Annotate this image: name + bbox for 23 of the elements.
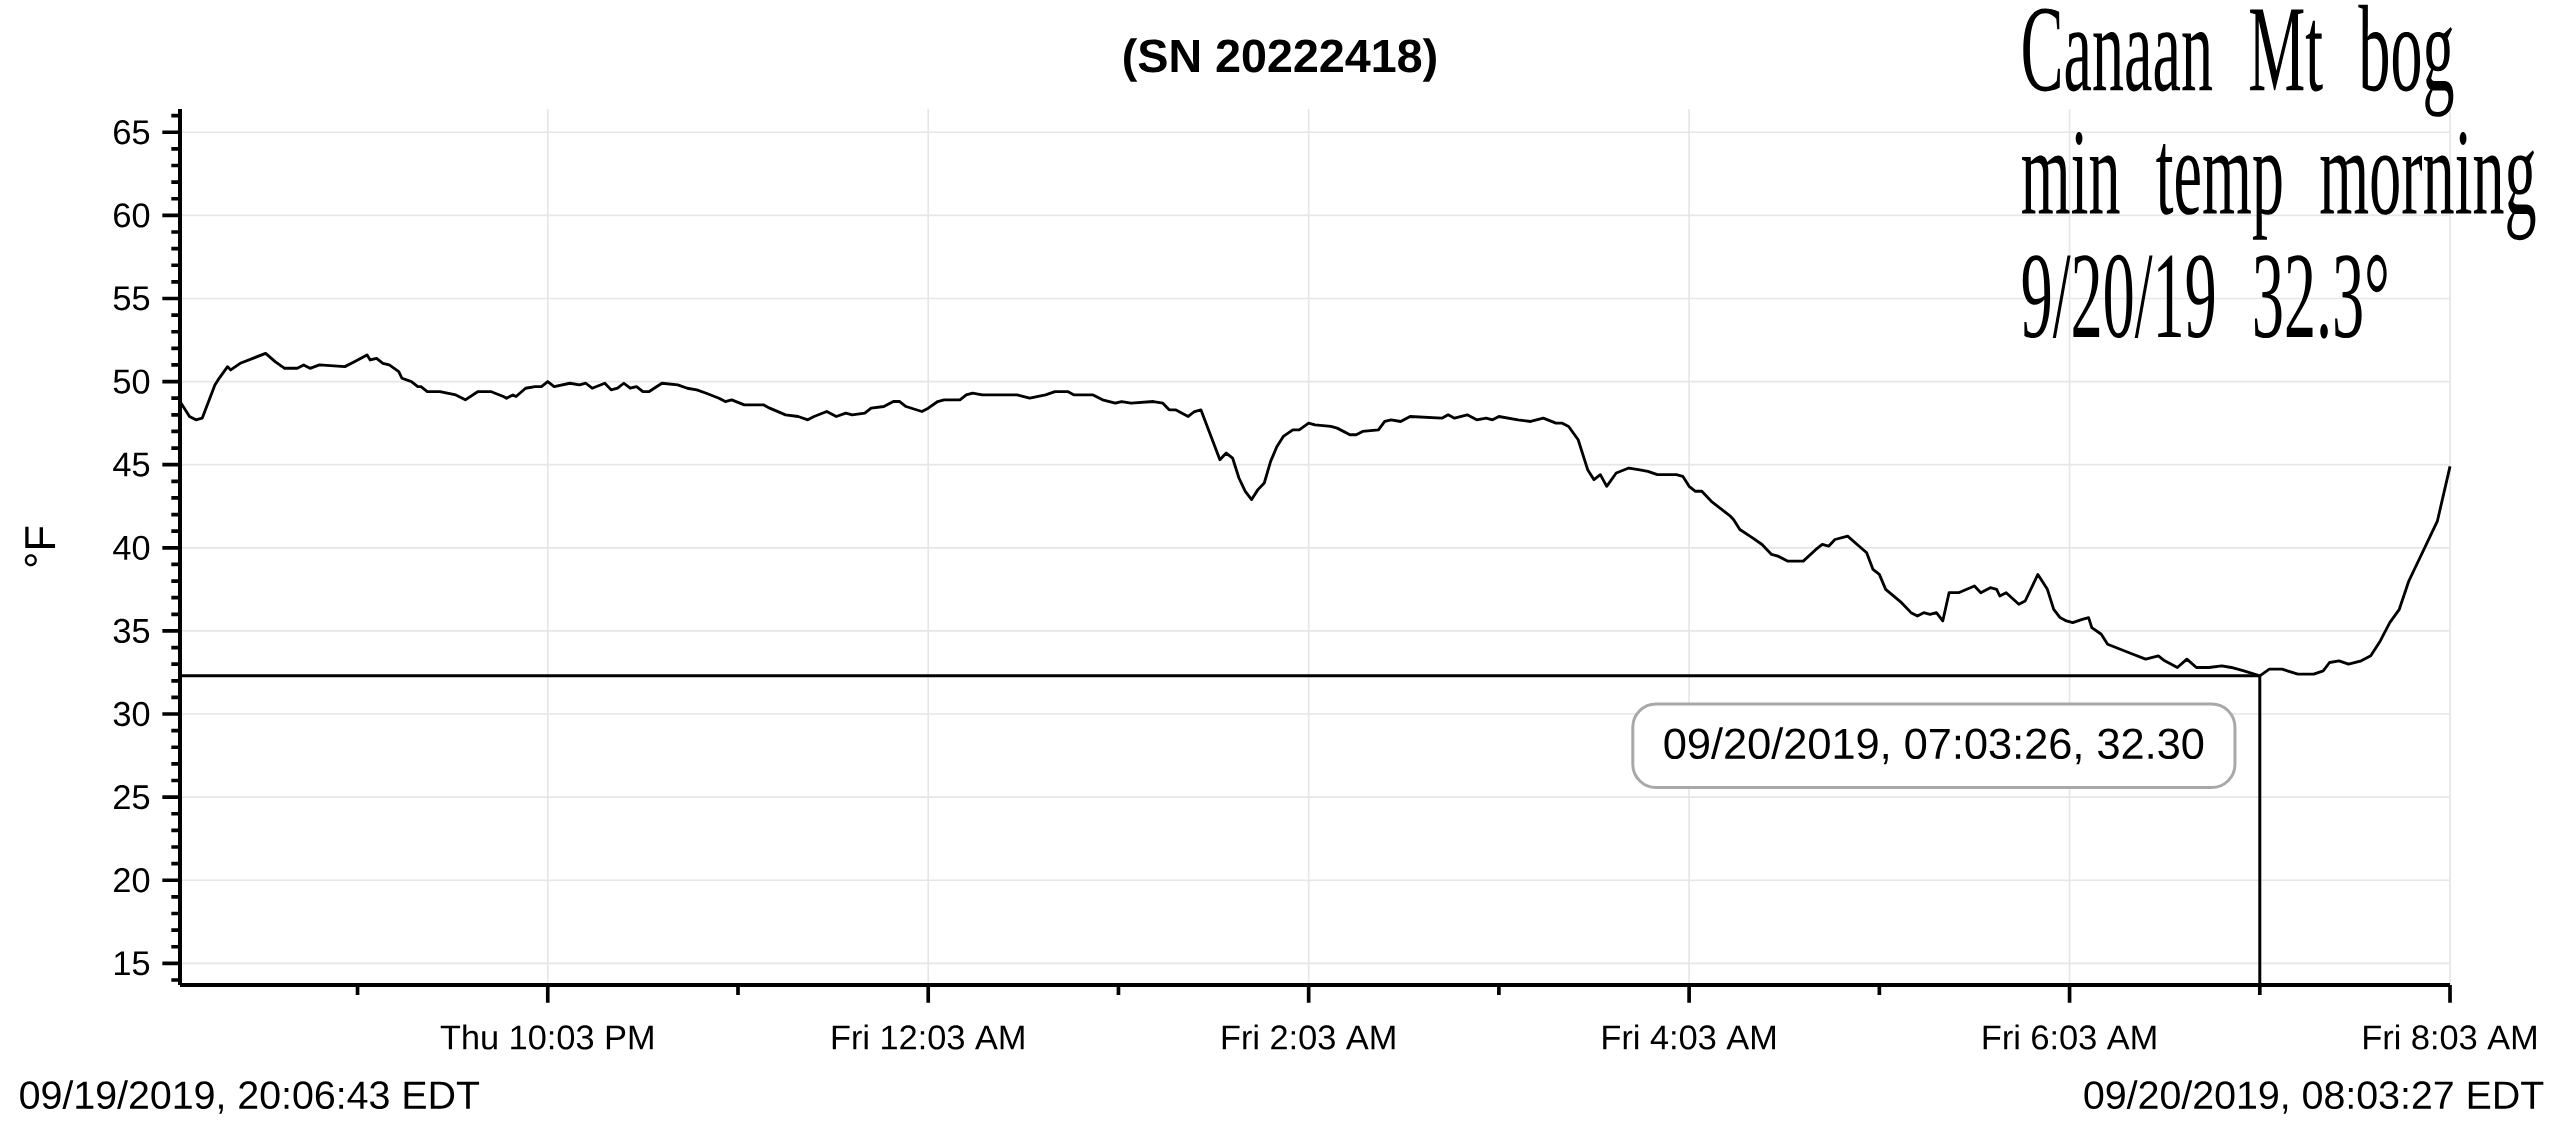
- annotation: Canaan Mt bog min temp morning 9/20/19 32.3°: [2022, 4, 2536, 339]
- text: 09/19/2019, 20:06:43 EDT: [20, 1080, 480, 1114]
- y-tick-label: 35: [113, 618, 150, 644]
- x-tick-label: Fri 12:03 AM: [832, 1024, 1024, 1050]
- y-tick-label: 20: [114, 868, 150, 893]
- y-tick-label: 55: [113, 286, 150, 311]
- x-tick-label: Fri 4:03 AM: [1603, 1024, 1775, 1050]
- y-tick-label: 45: [113, 452, 150, 477]
- y-tick-label: 15: [114, 951, 150, 976]
- y-tick-label: 30: [113, 701, 150, 727]
- text: 09/20/2019, 08:03:27 EDT: [2084, 1080, 2544, 1114]
- y-tick-label: 65: [114, 120, 150, 145]
- y-axis-title: °F: [24, 526, 56, 567]
- x-tick-label: Thu 10:03 PM: [440, 1024, 653, 1050]
- y-tick-label: 50: [113, 369, 150, 394]
- annotation: 09/20/2019, 07:03:26, 32.30: [1664, 727, 2204, 765]
- chart-title: (SN 20222418): [1124, 38, 1436, 82]
- y-tick-label: 40: [113, 535, 150, 560]
- x-tick-label: Fri 2:03 AM: [1222, 1024, 1395, 1050]
- x-tick-label: Fri 6:03 AM: [1983, 1024, 2156, 1050]
- y-tick-label: 25: [114, 784, 150, 810]
- x-tick-label: Fri 8:03 AM: [2364, 1024, 2536, 1050]
- y-tick-label: 60: [114, 203, 150, 228]
